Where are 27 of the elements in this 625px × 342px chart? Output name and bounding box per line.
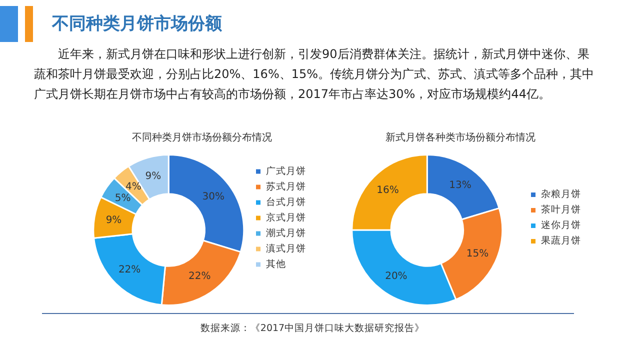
data-label: 4%	[125, 181, 142, 192]
data-label: 30%	[202, 191, 224, 202]
data-label: 20%	[385, 270, 408, 282]
data-label: 9%	[145, 171, 162, 182]
data-label: 22%	[118, 264, 141, 276]
legend-label: 果蔬月饼	[541, 234, 581, 247]
legend-label: 茶叶月饼	[541, 204, 581, 216]
legend-label: 广式月饼	[266, 164, 306, 177]
data-label: 22%	[188, 270, 211, 282]
data-label: 15%	[466, 248, 489, 260]
legend-label: 苏式月饼	[266, 180, 306, 192]
text: 不同种类月饼市场份额	[52, 13, 222, 35]
text: 近年来，新式月饼在口味和形状上进行创新，引发90后消费群体关注。据统计，新式月饼中迷你、果蔬和茶叶月饼最受欢迎，分别占比20%、16%、15%。传统月饼分为广式、苏式、滇式等多个品种，其中广式月饼长期在月饼市场中占有较高的市场份额，2017年市占率达30%，对应市场规模约44亿。	[34, 46, 594, 103]
legend-label: 杂粮月饼	[541, 188, 581, 200]
chart-title: 不同种类月饼市场份额分布情况	[132, 132, 272, 144]
source-note: 数据来源：《2017中国月饼口味大数据研究报告》	[199, 322, 426, 335]
legend-label: 其他	[266, 258, 286, 270]
legend-label: 京式月饼	[266, 211, 306, 224]
data-label: 13%	[449, 180, 472, 191]
legend-label: 滇式月饼	[266, 242, 306, 254]
legend-label: 台式月饼	[266, 196, 306, 208]
data-label: 9%	[106, 215, 122, 226]
data-label: 5%	[114, 192, 131, 204]
data-label: 16%	[376, 185, 399, 196]
chart-title: 新式月饼各种类市场份额分布情况	[386, 132, 536, 144]
legend-label: 迷你月饼	[541, 219, 581, 232]
legend-label: 潮式月饼	[266, 226, 306, 239]
